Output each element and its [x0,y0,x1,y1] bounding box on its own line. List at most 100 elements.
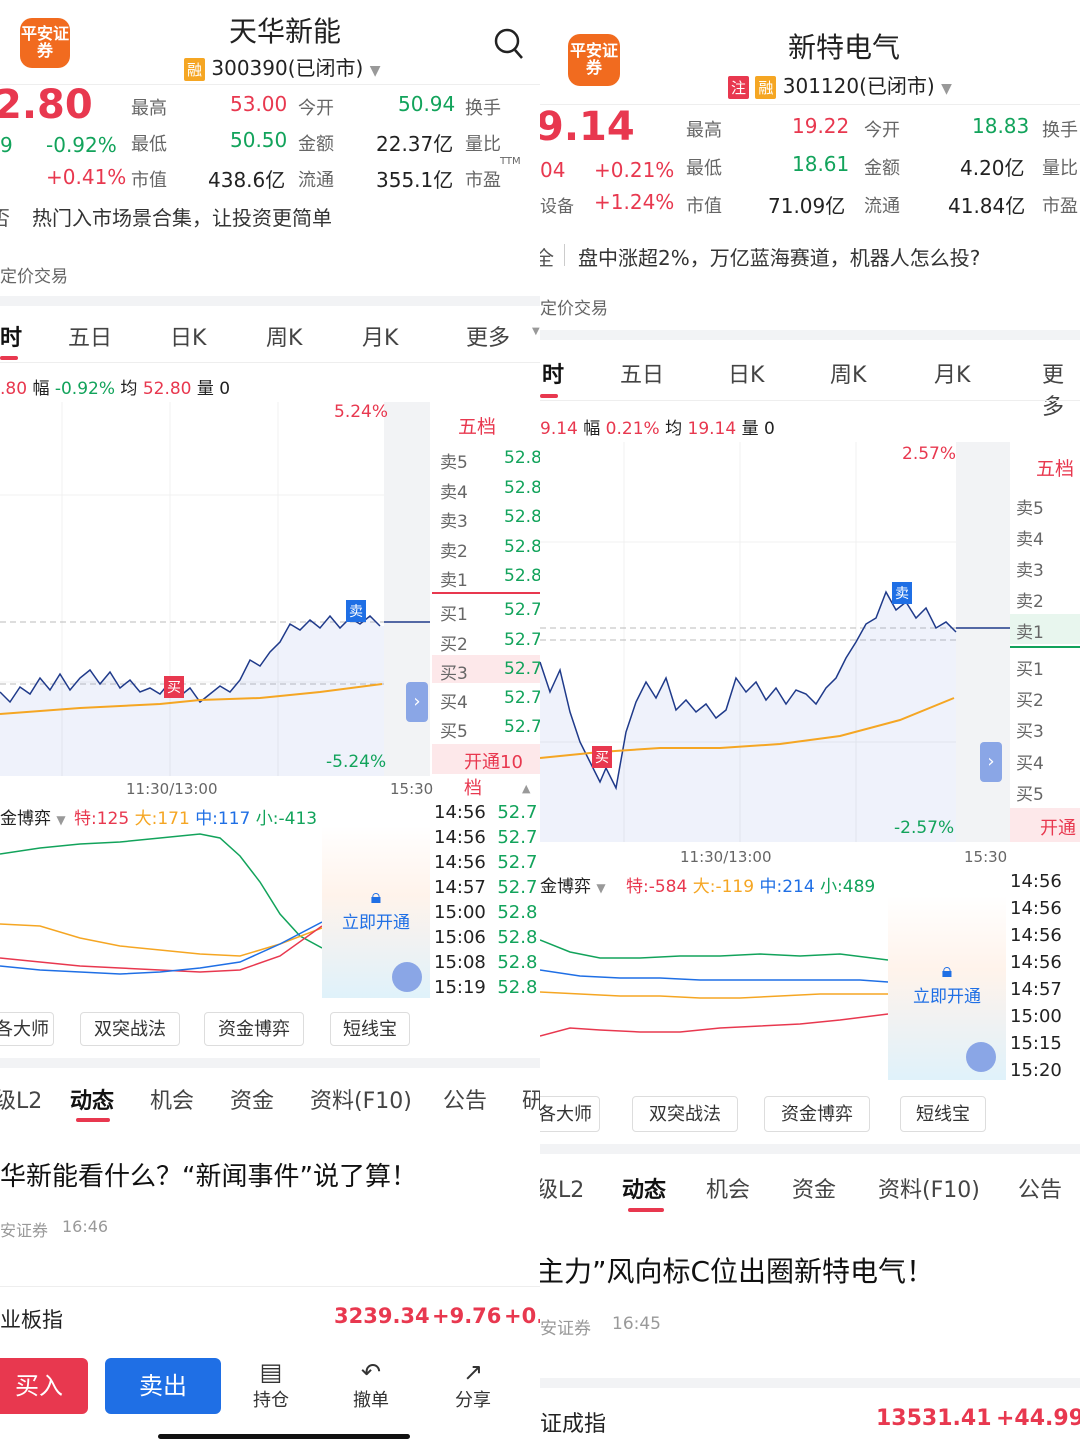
expand-icon[interactable] [966,1042,996,1072]
chevron-down-icon: ▼ [369,63,381,79]
news-headline[interactable]: 主力”风向标C位出圈新特电气！ [540,1255,935,1288]
lock-icon: 🔒︎ [941,958,953,982]
capital-stats: 特:125 大:171 中:117 小:-413 [74,809,318,829]
tab-more[interactable]: 更多 [466,326,511,351]
tab-capital[interactable]: 资金 [792,1178,837,1203]
tab-intraday[interactable]: 时 [542,363,565,388]
index-value: 3239.34 [334,1304,430,1328]
sell-price: 52.8 [504,537,540,557]
tab-monthly-k[interactable]: 月K [362,326,399,351]
trade-row: 14:56 52.7 [434,852,538,873]
cancel-order-button[interactable]: ↶ 撤单 [346,1358,396,1412]
tab-weekly-k[interactable]: 周K [830,363,867,388]
tool-button-short-line[interactable]: 短线宝 [900,1096,986,1132]
lock-icon: 🔒︎ [370,884,382,908]
buy-label: 买1 [440,605,468,625]
tab-more[interactable]: 更多 [1042,363,1065,420]
tool-button-master[interactable]: 各大师 [0,1012,54,1046]
tab-news[interactable]: 动态 [70,1089,115,1114]
tab-weekly-k[interactable]: 周K [266,326,303,351]
tab-monthly-k[interactable]: 月K [934,363,971,388]
buy-price: 52.7 [504,717,540,737]
sell-label: 卖2 [1016,592,1044,612]
trade-time: 15:00 [1010,1006,1062,1027]
chevron-right-icon[interactable]: › [406,682,428,722]
buy-price: 52.7 [504,659,540,679]
value-high: 19.22 [792,114,850,138]
trade-row: 15:08 52.8 [434,952,538,973]
chart-info-line: 9.14 幅 0.21% 均 19.14 量 0 [540,419,775,439]
capital-stats: 特:-584 大:-119 中:214 小:489 [626,877,876,897]
tab-f10[interactable]: 资料(F10) [878,1178,980,1203]
brand-logo: 平安证券 [568,34,620,86]
sub-banner[interactable]: 定价交易 [0,267,68,287]
tab-research[interactable]: 研 [522,1089,540,1114]
stock-code-row[interactable]: 融 300390(已闭市) ▼ [184,52,380,81]
capital-game-selector[interactable]: 金博弈 ▼ [0,809,66,829]
tab-daily-k[interactable]: 日K [728,363,765,388]
sell-label: 卖5 [440,453,468,473]
tab-l2[interactable]: 级L2 [0,1089,43,1114]
promo-banner[interactable]: 盘中涨超2%，万亿蓝海赛道，机器人怎么投? [578,246,981,270]
right-stock-screen: 平安证券 新特电气 注 融 301120(已闭市) ▼ 9.14 04 +0.2… [540,0,1080,1440]
promo-banner[interactable]: 热门入市场景合集，让投资更简单 [32,206,332,230]
home-indicator[interactable] [158,1434,410,1439]
tool-button-capital-game[interactable]: 资金博弈 [764,1096,870,1132]
intraday-chart[interactable] [540,442,1010,842]
sell-label: 卖3 [1016,561,1044,581]
tab-news[interactable]: 动态 [622,1178,667,1203]
trade-time: 14:56 [1010,898,1062,919]
trades-list: 14:56 14:56 14:56 14:56 14:57 15:00 15:1… [1010,868,1062,1084]
tab-intraday[interactable]: 时 [0,326,23,351]
tab-l2[interactable]: 级L2 [540,1178,585,1203]
tool-button-master[interactable]: 各大师 [540,1096,600,1132]
triangle-up-icon[interactable]: ▲ [522,782,531,795]
chevron-down-icon: ▼ [941,81,952,97]
holdings-button[interactable]: ▤ 持仓 [246,1358,296,1412]
tool-button-short-line[interactable]: 短线宝 [330,1012,410,1046]
capital-flow-chart [0,833,322,975]
sector-pct: +1.24% [594,190,675,214]
tab-announcements[interactable]: 公告 [1018,1178,1063,1203]
trade-row: 14:56 52.7 [434,802,538,823]
open-10-level-button[interactable]: 开通10档 [464,752,523,799]
tab-daily-k[interactable]: 日K [170,326,207,351]
buy-button[interactable]: 买入 [0,1358,88,1414]
news-time: 16:46 [62,1217,109,1236]
stock-code-row[interactable]: 注 融 301120(已闭市) ▼ [728,70,952,99]
current-price: 2.80 [0,82,93,128]
search-icon[interactable] [494,28,524,60]
trade-time: 15:20 [1010,1060,1062,1081]
tab-five-day[interactable]: 五日 [620,363,665,388]
tool-button-double-break[interactable]: 双突战法 [632,1096,738,1132]
trade-time: 15:15 [1010,1033,1062,1054]
tab-opportunity[interactable]: 机会 [706,1178,751,1203]
value-high: 53.00 [230,92,288,116]
undo-icon: ↶ [360,1358,382,1386]
open-level-button[interactable]: 开通 [1040,818,1076,839]
buy-price: 52.7 [504,630,540,650]
sell-button[interactable]: 卖出 [105,1358,221,1414]
stock-name: 天华新能 [228,15,341,48]
expand-icon[interactable] [392,962,422,992]
tool-button-double-break[interactable]: 双突战法 [80,1012,180,1046]
sell-price: 52.8 [504,448,540,468]
sell-label: 卖2 [440,542,468,562]
news-headline[interactable]: 华新能看什么？“新闻事件”说了算！ [0,1162,417,1192]
tab-five-day[interactable]: 五日 [68,326,113,351]
index-name[interactable]: 业板指 [0,1308,63,1332]
tab-f10[interactable]: 资料(F10) [310,1089,412,1114]
tab-announcements[interactable]: 公告 [443,1089,488,1114]
tab-capital[interactable]: 资金 [230,1089,275,1114]
share-button[interactable]: ↗ 分享 [448,1358,498,1412]
buy-marker: 买 [164,676,184,698]
tab-opportunity[interactable]: 机会 [150,1089,195,1114]
tool-button-capital-game[interactable]: 资金博弈 [204,1012,304,1046]
index-name[interactable]: 证成指 [540,1412,607,1437]
pct-top-label: 5.24% [334,402,389,422]
intraday-chart[interactable] [0,402,430,776]
unlock-label: 立即开通 [913,987,981,1007]
sub-banner[interactable]: 定价交易 [540,299,608,319]
capital-game-selector[interactable]: 金博弈 ▼ [540,877,606,897]
chevron-right-icon[interactable]: › [980,742,1002,782]
